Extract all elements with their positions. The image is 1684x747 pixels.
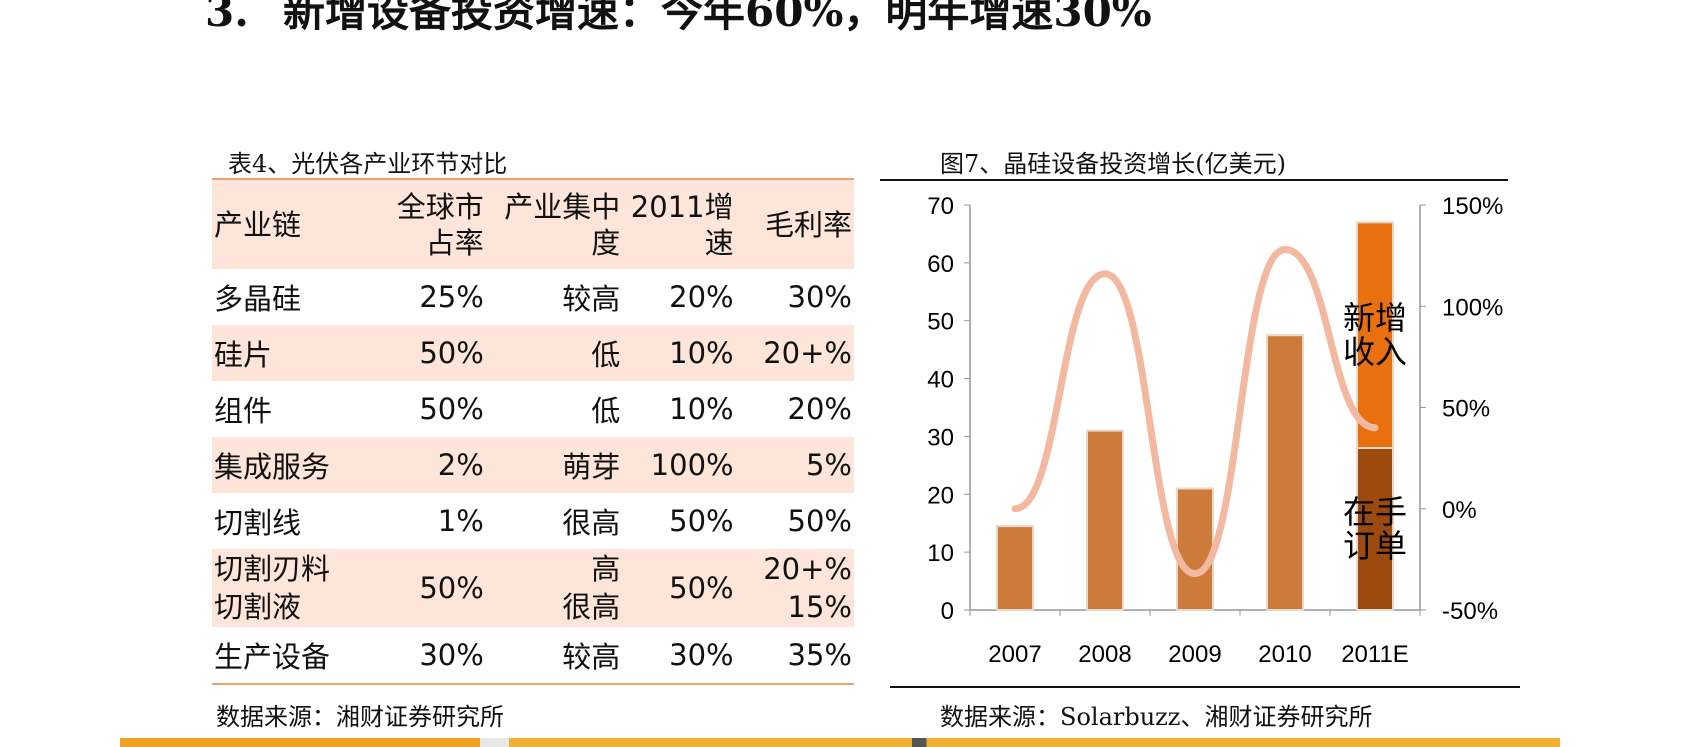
left-tick-label: 60 — [927, 251, 954, 278]
x-tick-label: 2010 — [1258, 641, 1311, 668]
table-row: 切割刃料 切割液 50% 高很高 50% 20+% 15% — [212, 549, 854, 627]
section-number: 3. — [205, 0, 249, 36]
x-tick-label: 2007 — [988, 641, 1041, 668]
cell-margin: 30% — [787, 280, 852, 314]
cell-chain: 切割线 — [214, 506, 302, 540]
cell-concentration: 较高 — [562, 282, 621, 316]
cell-share: 1% — [437, 504, 484, 538]
left-tick-label: 0 — [941, 598, 954, 625]
table-row: 组件 50% 低 10% 20% — [212, 381, 854, 437]
cell-chain: 多晶硅 — [214, 282, 302, 316]
chart-bottom-rule — [890, 686, 1520, 688]
cell-concentration: 萌芽 — [562, 450, 621, 484]
section-title: 新增设备投资增速：今年60%，明年增速30% — [283, 0, 1152, 36]
header-share: 全球市 占率 — [396, 189, 484, 260]
bar-2007 — [996, 525, 1034, 612]
bar-2010 — [1266, 334, 1304, 612]
right-tick-label: 150% — [1442, 193, 1503, 220]
left-tick-label: 70 — [927, 193, 954, 220]
cell-margin: 20+% 15% — [763, 552, 852, 624]
growth-line — [1011, 246, 1379, 578]
section-heading: 3. 新增设备投资增速：今年60%，明年增速30% — [205, 0, 1152, 39]
left-tick-label: 20 — [927, 482, 954, 509]
table-caption: 表4、光伏各产业环节对比 — [228, 150, 508, 178]
cell-share: 25% — [419, 280, 484, 314]
cell-growth: 100% — [650, 448, 734, 482]
x-tick-label: 2011E — [1341, 641, 1409, 668]
cell-chain: 集成服务 — [214, 450, 331, 484]
bar-segment-2011E — [1356, 221, 1394, 449]
footer-decorative-band — [120, 738, 1560, 747]
bar-annotation: 在手订单 — [1343, 494, 1407, 564]
cell-growth: 30% — [669, 638, 734, 672]
cell-concentration: 高很高 — [562, 552, 621, 624]
right-tick-label: 50% — [1442, 396, 1490, 423]
chart-caption: 图7、晶硅设备投资增长(亿美元) — [940, 150, 1286, 178]
cell-growth: 50% — [669, 571, 734, 605]
header-concentration: 产业集中度 — [504, 189, 621, 260]
cell-concentration: 低 — [591, 338, 621, 372]
equipment-investment-chart: 0 10 20 30 40 50 60 70 -50% 0% 50% 100% 150% 2007 2008… — [927, 193, 1503, 668]
cell-growth: 10% — [669, 392, 734, 426]
cell-share: 30% — [419, 638, 484, 672]
right-tick-label: -50% — [1442, 598, 1498, 625]
cell-margin: 50% — [787, 504, 852, 538]
bar-2009 — [1176, 487, 1214, 611]
header-growth: 2011增速 — [630, 189, 734, 260]
bar-annotation: 新增收入 — [1343, 300, 1407, 370]
cell-margin: 20+% — [763, 336, 852, 370]
comparison-table: 产业链 全球市 占率 产业集中度 2011增速毛利率 多晶硅 25% 较高 20% 30% 硅片 5… — [212, 180, 854, 683]
table-row: 硅片 50% 低 10% 20+% — [212, 325, 854, 381]
x-tick-label: 2009 — [1168, 641, 1221, 668]
header-chain: 产业链 — [214, 207, 302, 242]
cell-share: 50% — [419, 336, 484, 370]
left-tick-label: 30 — [927, 424, 954, 451]
cell-margin: 35% — [787, 638, 852, 672]
cell-margin: 20% — [787, 392, 852, 426]
left-tick-label: 40 — [927, 367, 954, 394]
table-source: 数据来源：湘财证券研究所 — [216, 703, 504, 731]
cell-growth: 10% — [669, 336, 734, 370]
cell-chain: 生产设备 — [214, 640, 331, 674]
x-tick-label: 2008 — [1078, 641, 1131, 668]
table-row: 生产设备 30% 较高 30% 35% — [212, 627, 854, 683]
right-tick-label: 0% — [1442, 497, 1477, 524]
cell-concentration: 很高 — [562, 506, 621, 540]
cell-chain: 组件 — [214, 394, 273, 428]
left-tick-label: 50 — [927, 309, 954, 336]
left-tick-label: 10 — [927, 540, 954, 567]
bar-2011E — [1356, 447, 1394, 611]
cell-share: 2% — [437, 448, 484, 482]
cell-share: 50% — [419, 571, 484, 605]
chart-source: 数据来源：Solarbuzz、湘财证券研究所 — [940, 703, 1373, 731]
table-row: 集成服务 2% 萌芽 100% 5% — [212, 437, 854, 493]
cell-chain: 硅片 — [214, 338, 273, 372]
chart-top-rule — [880, 179, 1508, 181]
right-tick-label: 100% — [1442, 294, 1503, 321]
table-row: 多晶硅 25% 较高 20% 30% — [212, 269, 854, 325]
cell-margin: 5% — [805, 448, 852, 482]
cell-chain: 切割刃料 切割液 — [214, 552, 331, 624]
bar-2008 — [1086, 429, 1124, 611]
cell-concentration: 低 — [591, 394, 621, 428]
table-row: 切割线 1% 很高 50% 50% — [212, 493, 854, 549]
cell-growth: 50% — [669, 504, 734, 538]
table-body: 多晶硅 25% 较高 20% 30% 硅片 50% 低 10% 20+% 组件 50% 低 10% 20% 集… — [212, 269, 854, 683]
cell-share: 50% — [419, 392, 484, 426]
header-margin: 毛利率 — [764, 207, 852, 242]
comparison-table-wrap: 产业链 全球市 占率 产业集中度 2011增速毛利率 多晶硅 25% 较高 20% 30% 硅片 5… — [212, 178, 854, 685]
cell-concentration: 较高 — [562, 640, 621, 674]
cell-growth: 20% — [669, 280, 734, 314]
table-header-row: 产业链 全球市 占率 产业集中度 2011增速毛利率 — [212, 180, 854, 269]
